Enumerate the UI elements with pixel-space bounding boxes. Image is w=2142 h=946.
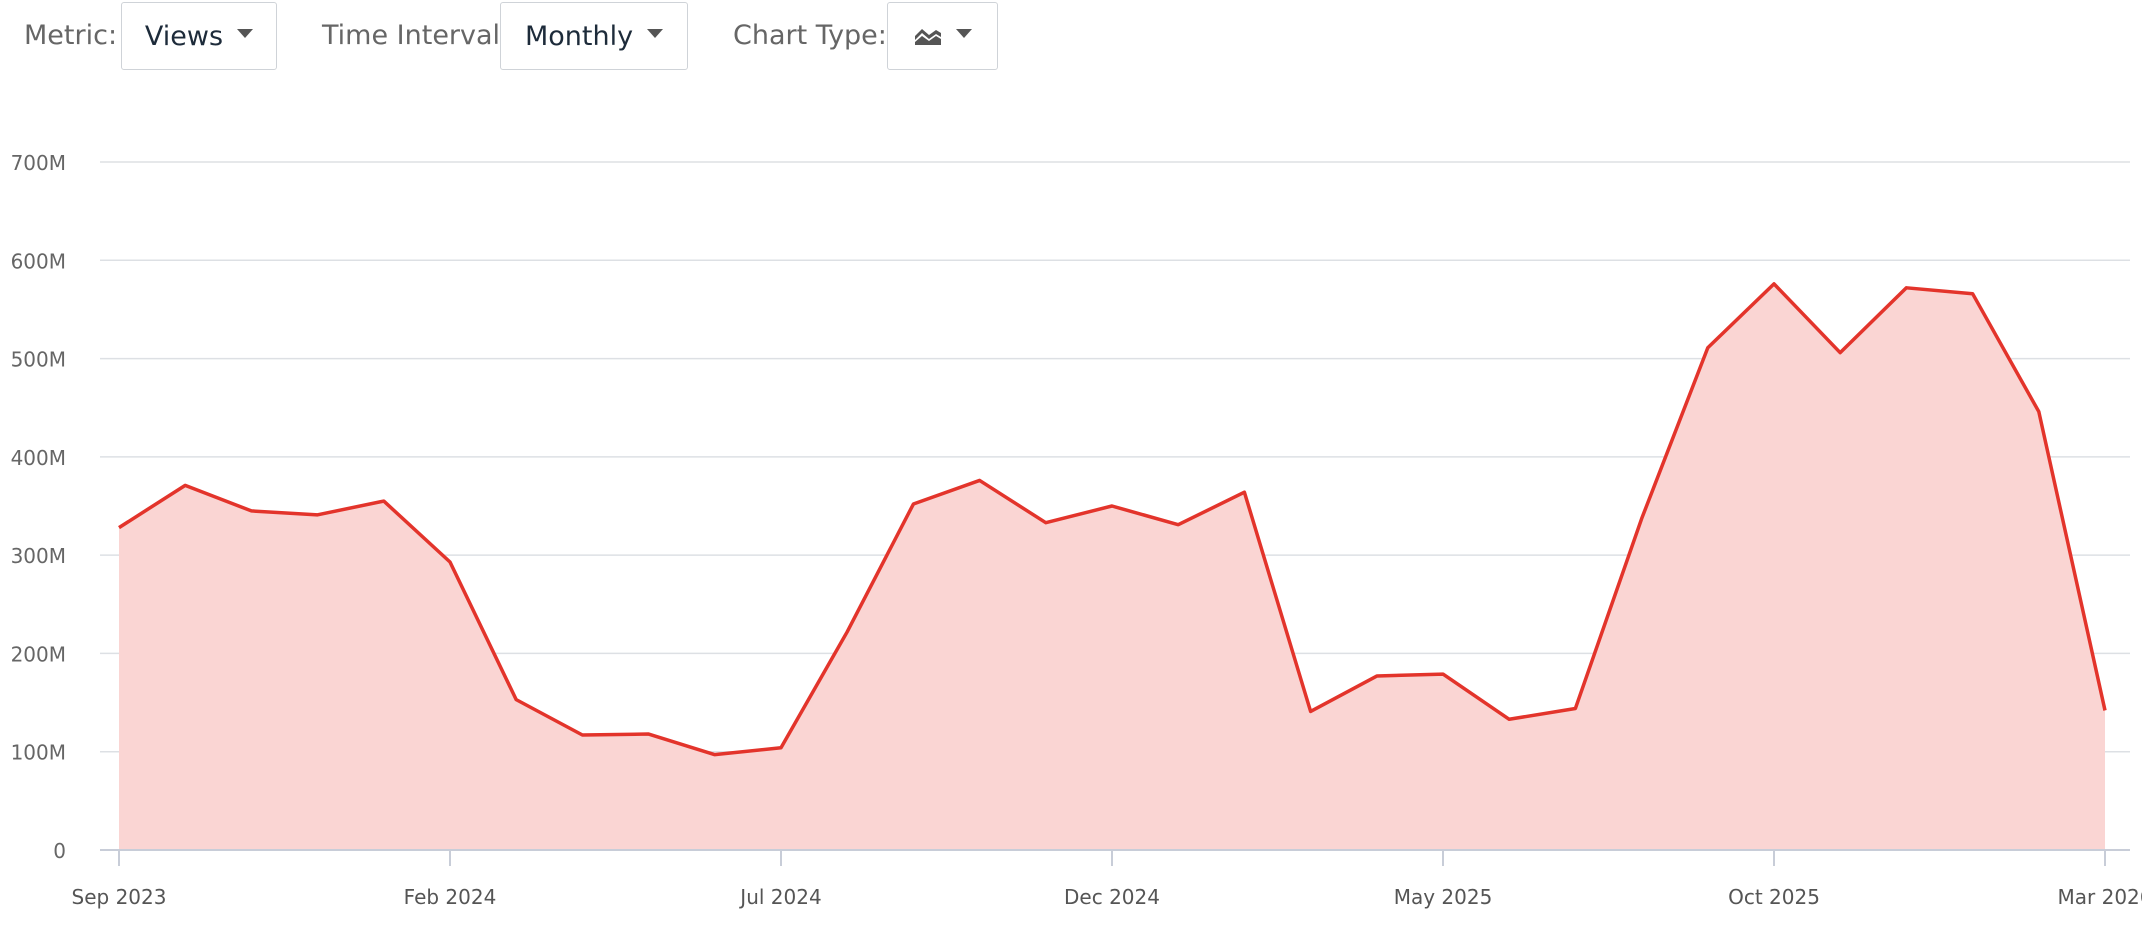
y-tick-label: 100M	[11, 741, 66, 765]
chevron-down-icon	[647, 28, 664, 38]
data-point[interactable]	[2036, 409, 2042, 415]
data-point[interactable]	[712, 752, 718, 758]
data-point[interactable]	[1837, 350, 1843, 356]
data-point[interactable]	[447, 559, 453, 565]
x-tick-label: May 2025	[1394, 885, 1493, 909]
charttype-label: Chart Type:	[733, 20, 887, 51]
y-tick-label: 200M	[11, 642, 66, 666]
data-point[interactable]	[182, 482, 188, 488]
data-point[interactable]	[1109, 503, 1115, 509]
y-tick-label: 0	[53, 839, 66, 863]
interval-dropdown[interactable]: Monthly	[500, 2, 688, 70]
area-chart: 0 100M 200M 300M 400M 500M 600M 700M Sep 2023 Feb…	[11, 151, 2142, 909]
data-point[interactable]	[1175, 522, 1181, 528]
data-point[interactable]	[1705, 345, 1711, 351]
metric-value: Views	[144, 20, 224, 52]
data-point[interactable]	[513, 697, 519, 703]
area-chart-icon	[914, 29, 941, 45]
metric-label: Metric:	[24, 20, 118, 51]
data-point[interactable]	[579, 732, 585, 738]
x-tick-label: Mar 2026	[2058, 885, 2142, 909]
y-tick-label: 500M	[11, 348, 66, 372]
y-tick-label: 700M	[11, 151, 66, 175]
y-tick-label: 400M	[11, 446, 66, 470]
data-point[interactable]	[1572, 705, 1578, 711]
charttype-dropdown[interactable]	[887, 2, 998, 70]
data-point[interactable]	[1308, 708, 1314, 714]
data-point[interactable]	[778, 745, 784, 751]
x-tick-label: Jul 2024	[738, 885, 821, 909]
interval-label: Time Interval:	[322, 20, 510, 51]
data-point[interactable]	[381, 498, 387, 504]
data-point[interactable]	[1374, 673, 1380, 679]
y-tick-label: 300M	[11, 544, 66, 568]
data-point[interactable]	[248, 508, 254, 514]
interval-value: Monthly	[524, 20, 634, 52]
data-point[interactable]	[116, 525, 122, 531]
data-point[interactable]	[844, 629, 850, 635]
metric-dropdown[interactable]: Views	[121, 2, 277, 70]
data-point[interactable]	[1970, 291, 1976, 297]
chart-toolbar: Metric: Views Time Interval: Monthly Cha…	[0, 0, 2142, 80]
data-point[interactable]	[1639, 516, 1645, 522]
y-tick-label: 600M	[11, 249, 66, 273]
data-point[interactable]	[2102, 707, 2108, 713]
data-point[interactable]	[315, 512, 321, 518]
data-point[interactable]	[1043, 520, 1049, 526]
data-point[interactable]	[977, 477, 983, 483]
x-tick-label: Feb 2024	[404, 885, 497, 909]
data-point[interactable]	[1241, 489, 1247, 495]
data-point[interactable]	[910, 501, 916, 507]
data-point[interactable]	[1506, 716, 1512, 722]
x-tick-label: Oct 2025	[1728, 885, 1820, 909]
data-point[interactable]	[1440, 671, 1446, 677]
data-point[interactable]	[646, 731, 652, 737]
data-point[interactable]	[1903, 285, 1909, 291]
chevron-down-icon	[237, 28, 254, 38]
series-line	[118, 282, 2107, 757]
x-tick-label: Dec 2024	[1064, 885, 1160, 909]
data-point[interactable]	[1771, 281, 1777, 287]
x-tick-label: Sep 2023	[72, 885, 167, 909]
chevron-down-icon	[955, 28, 972, 38]
area-fill	[119, 283, 2105, 850]
